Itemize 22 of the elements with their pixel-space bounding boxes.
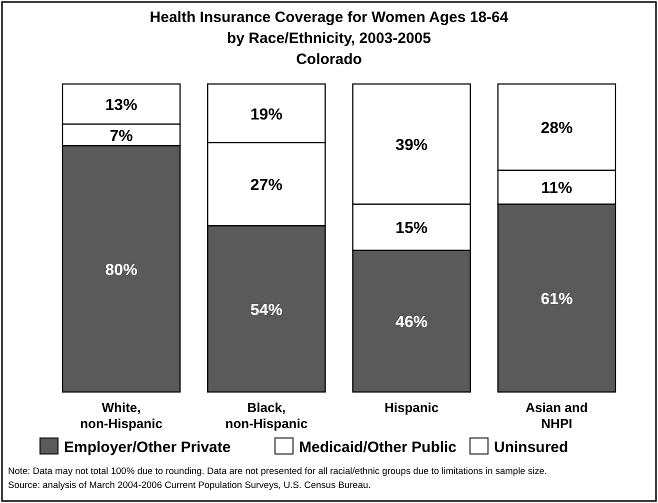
legend-label: Employer/Other Private	[64, 439, 231, 456]
data-label: 19%	[250, 106, 282, 124]
data-label: 11%	[541, 180, 572, 198]
legend-label: Medicaid/Other Public	[299, 439, 457, 456]
x-tick-label: Hispanic	[384, 400, 439, 415]
data-label: 80%	[105, 262, 138, 279]
data-label: 13%	[105, 97, 138, 114]
x-tick-label: Black, non-Hispanic	[225, 400, 308, 431]
x-tick-label: White, non-Hispanic	[80, 400, 162, 431]
x-tick-label: Asian and NHPI	[526, 400, 588, 431]
data-label: 27%	[250, 177, 282, 194]
source-note: Source: analysis of March 2004-2006 Current Population Surveys, U.S. Census Bureau.	[8, 480, 371, 490]
data-label: 61%	[540, 291, 573, 308]
chart-title: Health Insurance Coverage for Women Ages 18-64 by Race/Ethnicity, 2003-2005 Colorado	[150, 9, 509, 68]
legend-label: Uninsured	[494, 439, 568, 456]
data-label: 28%	[540, 120, 573, 138]
data-label: 39%	[396, 137, 428, 154]
data-label: 54%	[250, 302, 282, 319]
data-label: 46%	[396, 314, 428, 332]
data-label: 7%	[110, 128, 133, 145]
data-label: 15%	[396, 220, 428, 238]
text: Note: Data may not total 100% due to rounding. Data are not presented for all racial/ethnic groups due to limitations in sample size.	[8, 466, 548, 476]
